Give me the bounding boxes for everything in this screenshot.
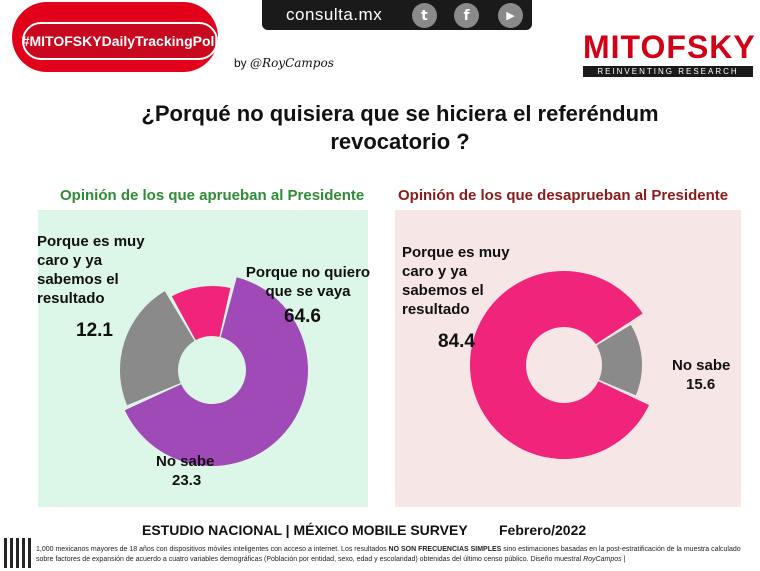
brand-name: MITOFSKY xyxy=(583,29,756,65)
footer-study: ESTUDIO NACIONAL | MÉXICO xyxy=(142,522,349,538)
site-link[interactable]: consulta.mx xyxy=(286,5,383,24)
byline-prefix: by xyxy=(234,56,247,70)
slice-porque-es-muy-caro-y-ya-sabemos-el-resultado xyxy=(171,286,231,341)
left-caro-line1: Porque es muy xyxy=(37,233,145,250)
slice-no-sabe xyxy=(120,291,195,406)
top-bar: consulta.mx xyxy=(262,0,532,30)
right-caro-line1: Porque es muy xyxy=(402,244,510,261)
byline: by @RoyCampos xyxy=(234,56,334,70)
facebook-icon[interactable]: f xyxy=(454,3,479,28)
mitofsky-logo: MITOFSKY REINVENTING RESEARCH xyxy=(583,29,756,77)
left-nosabe-label: No sabe xyxy=(156,453,215,470)
hashtag-badge: #MITOFSKYDailyTrackingPoll xyxy=(22,22,218,60)
question-line-2: revocatorio ? xyxy=(330,129,470,154)
right-caro-value: 84.4 xyxy=(438,331,475,352)
methodology-part-a: 1,000 mexicanos mayores de 18 años con d… xyxy=(36,546,387,553)
left-quiero-line1: Porque no quiero xyxy=(245,264,371,281)
footer-date: Febrero/2022 xyxy=(499,522,587,538)
right-caro-line4: resultado xyxy=(402,301,470,318)
youtube-icon[interactable]: ▶ xyxy=(498,3,523,28)
right-caro-line2: caro y ya xyxy=(402,263,468,280)
methodology-bold: NO SON FRECUENCIAS SIMPLES xyxy=(388,546,502,553)
right-nosabe-label: No sabe xyxy=(672,357,731,374)
qr-code-icon xyxy=(4,538,34,568)
left-nosabe-value: 23.3 xyxy=(172,472,202,489)
methodology-end: | xyxy=(623,556,626,563)
left-quiero-line2: que se vaya xyxy=(265,283,351,300)
footer-survey: MOBILE SURVEY xyxy=(352,522,468,538)
slice-porque-es-muy-caro-y-ya-sabemos-el-resultado xyxy=(469,271,650,459)
right-caro-line3: sabemos el xyxy=(402,282,484,299)
brand-tagline: REINVENTING RESEARCH xyxy=(583,66,753,77)
slice-porque-no-quiero-que-se-vaya xyxy=(124,277,308,467)
right-panel-title: Opinión de los que desaprueban al Presid… xyxy=(398,187,729,204)
byline-signature: @RoyCampos xyxy=(250,56,334,70)
question-line-1: ¿Porqué no quisiera que se hiciera el re… xyxy=(141,101,659,126)
methodology-note: 1,000 mexicanos mayores de 18 años con d… xyxy=(36,545,758,565)
donut-left xyxy=(120,277,308,467)
donut-right xyxy=(469,271,650,459)
left-caro-value: 12.1 xyxy=(76,320,113,341)
slice-no-sabe xyxy=(596,324,643,396)
left-caro-label: Porque es muy caro y ya sabemos el resul… xyxy=(37,232,145,308)
left-caro-line3: sabemos el xyxy=(37,271,119,288)
right-nosabe-value: 15.6 xyxy=(686,376,716,393)
left-caro-line2: caro y ya xyxy=(37,252,103,269)
right-caro-label: Porque es muy caro y ya sabemos el resul… xyxy=(402,243,510,319)
left-quiero-label: Porque no quiero que se vaya xyxy=(240,263,376,301)
methodology-signature: RoyCampos xyxy=(583,556,622,563)
left-panel-title: Opinión de los que aprueban al President… xyxy=(60,187,365,204)
left-caro-line4: resultado xyxy=(37,290,105,307)
question-title: ¿Porqué no quisiera que se hiciera el re… xyxy=(130,100,670,156)
methodology-part-b: sino estimaciones basadas en la post-est… xyxy=(36,546,741,563)
left-quiero-value: 64.6 xyxy=(284,306,321,327)
twitter-icon[interactable]: t xyxy=(412,3,437,28)
